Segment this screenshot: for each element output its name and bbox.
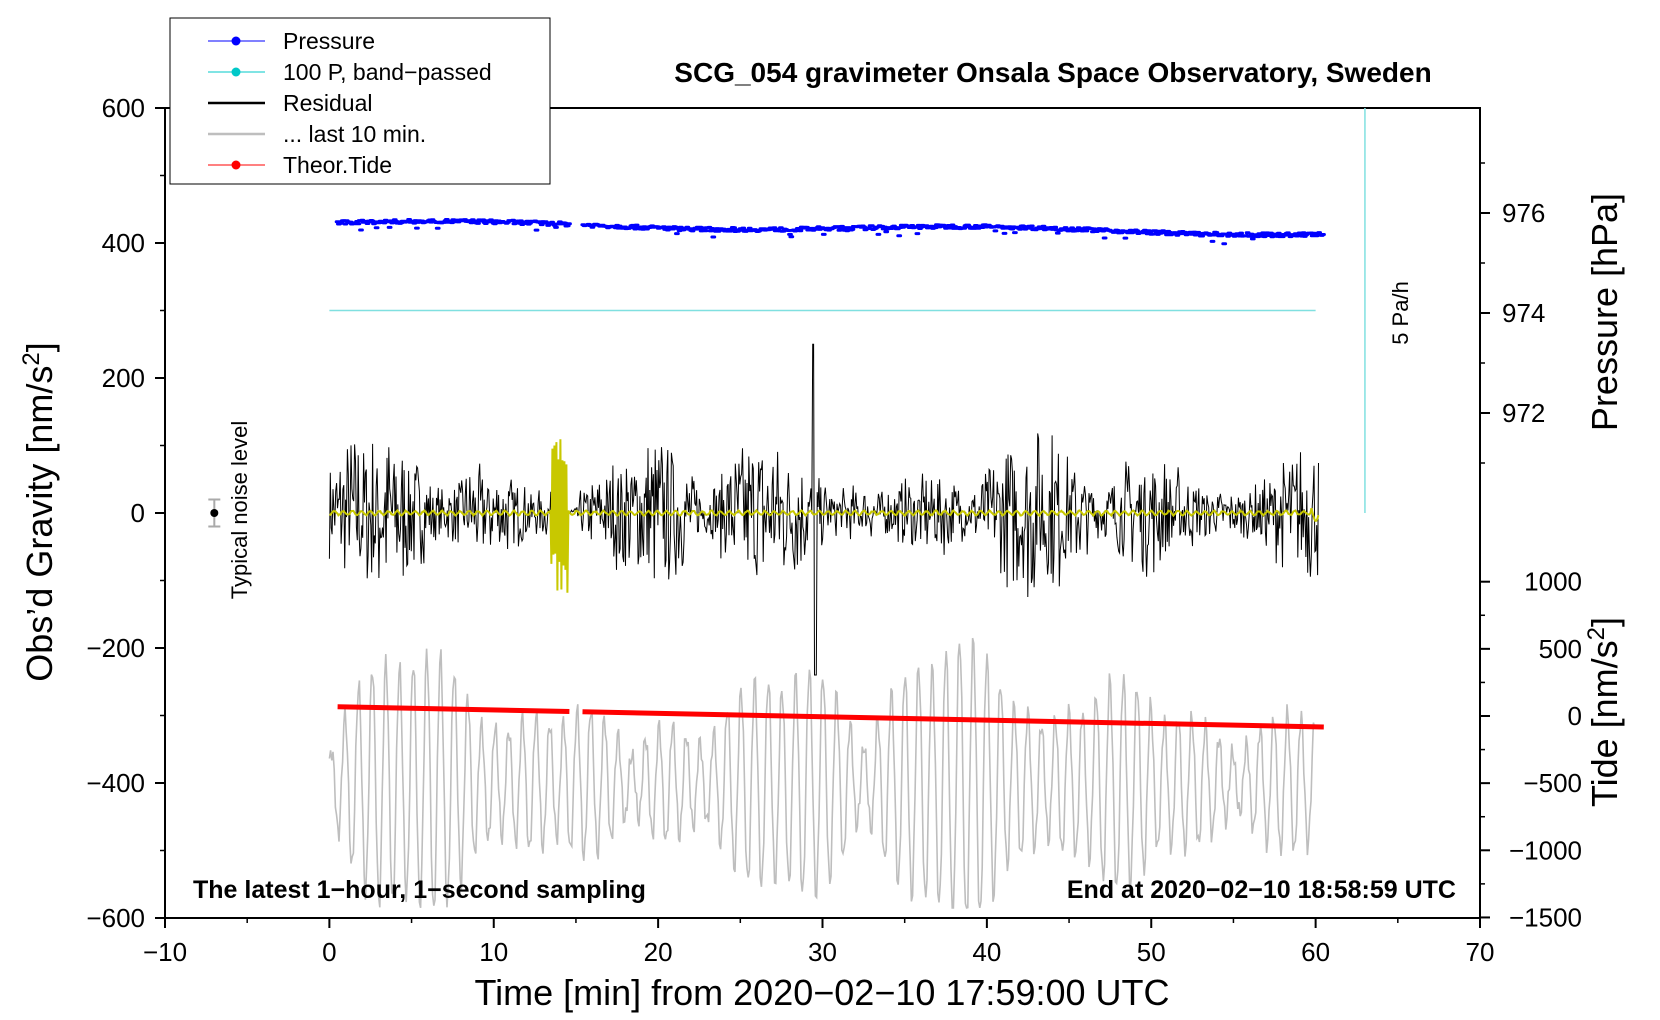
legend-label: ... last 10 min. xyxy=(283,121,426,147)
series-theoretical-tide xyxy=(337,704,1324,730)
legend-label: 100 P, band−passed xyxy=(283,59,492,85)
x-tick-label: 30 xyxy=(808,937,837,967)
y-tick-label: 0 xyxy=(131,498,145,528)
legend-marker xyxy=(231,67,241,77)
tide-tick-label: 500 xyxy=(1539,634,1582,664)
legend-marker xyxy=(231,160,241,170)
x-tick-label: 40 xyxy=(972,937,1001,967)
series-pressure xyxy=(334,218,1326,246)
tide-tick-label: −1000 xyxy=(1509,835,1582,865)
x-tick-label: 70 xyxy=(1466,937,1495,967)
noise-point xyxy=(210,509,219,517)
chart-title: SCG_054 gravimeter Onsala Space Observat… xyxy=(674,57,1431,88)
legend: Pressure 100 P, band−passed Residual ... la… xyxy=(169,17,551,185)
y-axis-title-left: Obs’d Gravity [nm/s2] xyxy=(18,342,60,681)
series-residual-smoothed xyxy=(329,439,1320,593)
annotation-end-time: End at 2020−02−10 18:58:59 UTC xyxy=(1067,876,1456,904)
tide-tick-label: −500 xyxy=(1523,768,1582,798)
pressure-tick-label: 976 xyxy=(1502,198,1545,228)
scale-bar-label: 5 Pa/h xyxy=(1388,281,1413,345)
y-tick-label: −400 xyxy=(86,768,145,798)
legend-label: Pressure xyxy=(283,28,375,54)
y-tick-label: 600 xyxy=(102,93,145,123)
data-layer xyxy=(208,108,1366,909)
legend-label: Theor.Tide xyxy=(283,152,392,178)
y-axis-title-tide: Tide [nm/s2] xyxy=(1583,617,1625,807)
y-tick-label: 400 xyxy=(102,228,145,258)
series-residual xyxy=(328,343,1319,676)
x-tick-label: 0 xyxy=(322,937,336,967)
x-tick-label: 20 xyxy=(644,937,673,967)
x-tick-label: −10 xyxy=(143,937,187,967)
annotation-latest-hour: The latest 1−hour, 1−second sampling xyxy=(193,876,646,904)
tide-tick-label: 1000 xyxy=(1524,567,1582,597)
y-axis-title-pressure: Pressure [hPa] xyxy=(1584,193,1625,431)
legend-box xyxy=(169,17,551,185)
tide-tick-label: −1500 xyxy=(1509,902,1582,932)
series-last-10-min xyxy=(328,637,1316,909)
x-axis-title: Time [min] from 2020−02−10 17:59:00 UTC xyxy=(474,972,1169,1013)
x-tick-label: 50 xyxy=(1137,937,1166,967)
y-tick-label: −200 xyxy=(86,633,145,663)
y-tick-label: −600 xyxy=(86,903,145,933)
axes-layer: −10 0 10 20 30 40 50 60 70 600 400 200 0 −200 −400 −600… xyxy=(86,93,1582,967)
pressure-tick-label: 972 xyxy=(1502,398,1545,428)
tide-tick-label: 0 xyxy=(1568,701,1582,731)
x-tick-label: 10 xyxy=(479,937,508,967)
x-tick-label: 60 xyxy=(1301,937,1330,967)
y-tick-label: 200 xyxy=(102,363,145,393)
legend-label: Residual xyxy=(283,90,373,116)
pressure-tick-label: 974 xyxy=(1502,298,1545,328)
noise-level-label: Typical noise level xyxy=(227,421,252,600)
legend-marker xyxy=(231,36,241,46)
